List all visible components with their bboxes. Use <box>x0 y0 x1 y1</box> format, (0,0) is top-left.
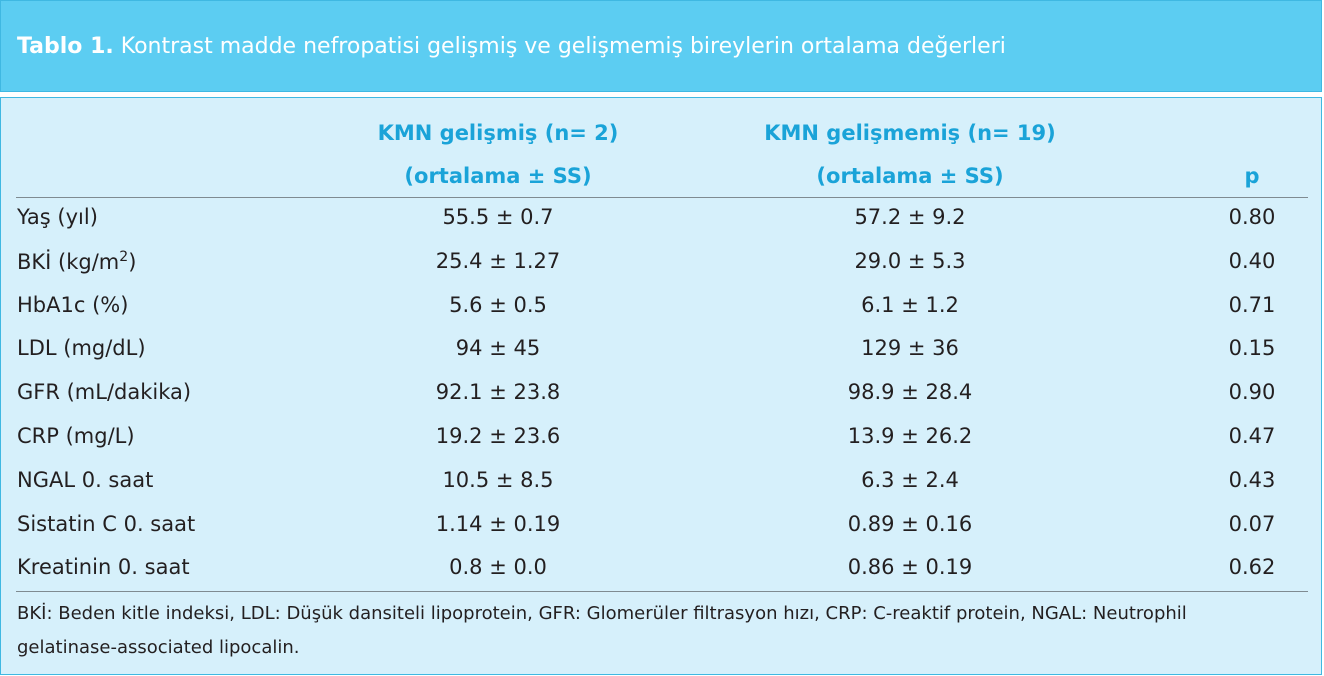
value-cell: 29.0 ± 5.3 <box>854 248 966 273</box>
value-cell: 129 ± 36 <box>861 336 959 361</box>
row-label: Yaş (yıl) <box>17 205 98 229</box>
header-col2-line1: KMN gelişmemiş (n= 19) <box>764 121 1056 145</box>
header-col2-line2: (ortalama ± SS) <box>816 164 1004 188</box>
row-label: HbA1c (%) <box>17 292 129 317</box>
value-cell: 98.9 ± 28.4 <box>847 380 973 405</box>
table-title: Tablo 1. Kontrast madde nefropatisi geli… <box>17 34 1006 59</box>
p-value-cell: 0.80 <box>1228 205 1276 229</box>
p-value-cell: 0.15 <box>1228 336 1276 361</box>
value-cell: 1.14 ± 0.19 <box>435 511 561 536</box>
row-label: CRP (mg/L) <box>17 424 135 448</box>
row-label: Kreatinin 0. saat <box>17 555 190 580</box>
p-value-cell: 0.71 <box>1228 292 1276 317</box>
footer-rule <box>16 591 1308 592</box>
value-cell: 0.8 ± 0.0 <box>449 555 547 580</box>
value-cell: 25.4 ± 1.27 <box>435 248 561 273</box>
row-label: LDL (mg/dL) <box>17 336 146 361</box>
value-cell: 19.2 ± 23.6 <box>435 424 561 448</box>
table-number: Tablo 1. <box>17 34 114 59</box>
value-cell: 57.2 ± 9.2 <box>854 205 966 229</box>
p-value-cell: 0.47 <box>1228 424 1276 448</box>
header-col1-line1: KMN gelişmiş (n= 2) <box>377 121 619 145</box>
value-cell: 92.1 ± 23.8 <box>435 380 561 405</box>
value-cell: 10.5 ± 8.5 <box>442 467 554 492</box>
value-cell: 5.6 ± 0.5 <box>449 292 547 317</box>
p-value-cell: 0.07 <box>1228 511 1276 536</box>
value-cell: 6.1 ± 1.2 <box>861 292 959 317</box>
value-cell: 0.86 ± 0.19 <box>847 555 973 580</box>
value-cell: 94 ± 45 <box>455 336 541 361</box>
p-value-cell: 0.62 <box>1228 555 1276 580</box>
title-bar: Tablo 1. Kontrast madde nefropatisi geli… <box>0 0 1322 92</box>
header-rule <box>16 197 1308 198</box>
value-cell: 0.89 ± 0.16 <box>847 511 973 536</box>
p-value-cell: 0.90 <box>1228 380 1276 405</box>
row-label: GFR (mL/dakika) <box>17 380 192 405</box>
footnote-line1: BKİ: Beden kitle indeksi, LDL: Düşük dan… <box>17 603 1187 624</box>
data-table: KMN gelişmiş (n= 2) (ortalama ± SS) KMN … <box>0 97 1322 675</box>
footnote-line2: gelatinase-associated lipocalin. <box>17 637 300 658</box>
table-caption: Kontrast madde nefropatisi gelişmiş ve g… <box>120 34 1006 59</box>
value-cell: 13.9 ± 26.2 <box>847 424 973 448</box>
value-cell: 55.5 ± 0.7 <box>442 205 554 229</box>
row-label: Sistatin C 0. saat <box>17 511 196 536</box>
p-value-cell: 0.40 <box>1228 248 1276 273</box>
value-cell: 6.3 ± 2.4 <box>861 467 959 492</box>
header-p: p <box>1244 164 1260 188</box>
row-label: BKİ (kg/m2) <box>17 248 137 274</box>
row-label: NGAL 0. saat <box>17 467 154 492</box>
header-col1-line2: (ortalama ± SS) <box>404 164 592 188</box>
p-value-cell: 0.43 <box>1228 467 1276 492</box>
